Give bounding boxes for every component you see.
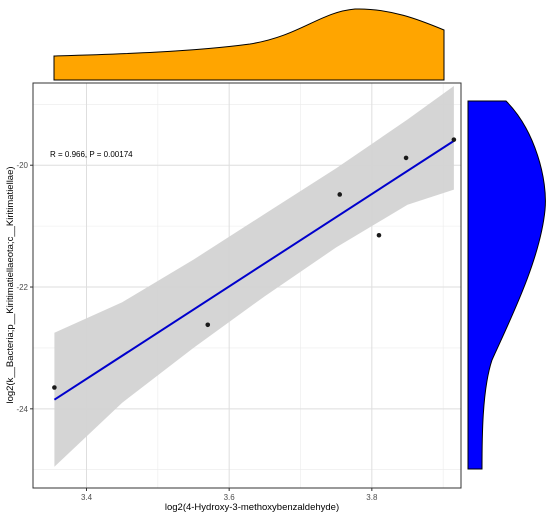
- y-tick-label: -20: [16, 161, 28, 170]
- scatter-points: [52, 137, 457, 390]
- x-density-curve: [53, 8, 445, 81]
- right-marginal-density: [467, 100, 546, 470]
- x-tick-label: 3.8: [366, 493, 378, 502]
- x-tick-label: 3.6: [224, 493, 236, 502]
- correlation-annotation: R = 0.966, P = 0.00174: [50, 150, 133, 159]
- main-panel: R = 0.966, P = 0.00174: [32, 82, 462, 489]
- x-axis-title: log2(4-Hydroxy-3-methoxybenzaldehyde): [165, 502, 339, 513]
- top-marginal-density: [53, 8, 445, 81]
- data-point-4: [376, 232, 382, 238]
- y-tick-label: -24: [16, 405, 28, 414]
- data-point-2: [205, 322, 211, 328]
- confidence-band: [54, 86, 454, 467]
- x-tick-label: 3.4: [81, 493, 93, 502]
- data-point-1: [52, 385, 57, 390]
- data-point-3: [337, 192, 343, 197]
- data-point-6: [451, 137, 457, 142]
- y-axis-title: log2(k__Bacteria;p__Kiritimatiellaeota;c…: [5, 166, 16, 403]
- data-point-5: [403, 155, 409, 161]
- y-axis-ticks: -24 -22 -20: [16, 161, 33, 414]
- y-tick-label: -22: [16, 283, 28, 292]
- regression-line: [53, 140, 455, 401]
- panel-border: [32, 82, 462, 489]
- y-density-curve: [467, 100, 546, 470]
- x-axis-ticks: 3.4 3.6 3.8: [81, 488, 378, 502]
